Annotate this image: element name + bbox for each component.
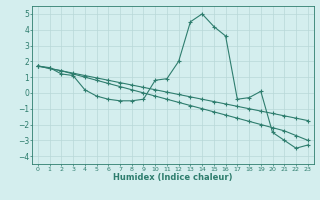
- X-axis label: Humidex (Indice chaleur): Humidex (Indice chaleur): [113, 173, 233, 182]
